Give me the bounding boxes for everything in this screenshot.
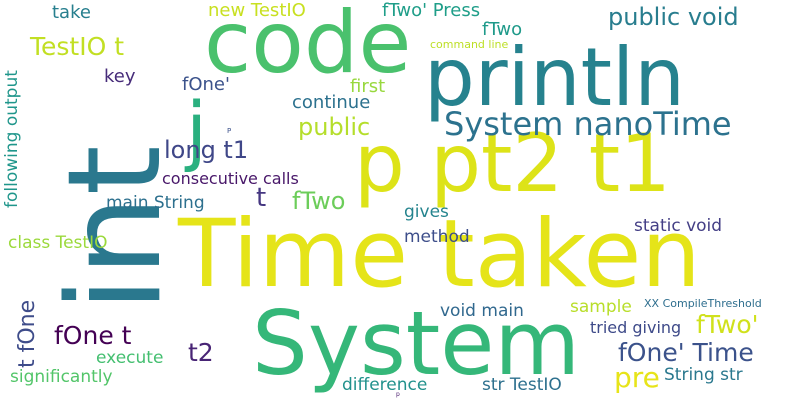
word-fone-time: fOne' Time: [618, 338, 754, 367]
word-ftwo-quote: fTwo': [696, 310, 759, 339]
word-fone-t: fOne t: [54, 321, 132, 350]
word-tried-giving: tried giving: [590, 318, 682, 337]
word-long-t1: long t1: [164, 136, 249, 164]
word-execute: execute: [96, 348, 164, 368]
word-following-output: following output: [2, 70, 22, 208]
word-public-void: public void: [608, 3, 739, 31]
word-void-main: void main: [440, 301, 524, 321]
word-system-nanotime: System nanoTime: [444, 105, 732, 143]
word-p-pt2-t1: p pt2 t1: [354, 117, 671, 210]
word-t-mid: t: [256, 183, 267, 213]
word-string-str: String str: [664, 365, 743, 385]
word-ftwo-mid: fTwo: [292, 187, 346, 215]
word-t2: t2: [188, 338, 214, 367]
word-t-fone: t fOne: [15, 299, 40, 368]
word-method: method: [404, 227, 470, 247]
word-take: take: [52, 2, 91, 23]
word-p-tiny-1: P: [227, 127, 232, 135]
word-p-tiny-2: p: [396, 391, 400, 398]
word-code: code: [204, 0, 412, 93]
word-j: j: [186, 85, 208, 174]
word-public: public: [298, 113, 371, 141]
word-str-testio: str TestIO: [482, 375, 562, 395]
word-ftwo-top: fTwo: [482, 19, 523, 40]
word-pre: pre: [614, 361, 660, 394]
word-sample: sample: [570, 297, 632, 317]
word-fone-quote: fOne': [182, 74, 230, 95]
word-continue: continue: [292, 92, 371, 113]
word-println: println: [424, 31, 685, 124]
word-significantly: significantly: [10, 367, 113, 387]
word-main-string: main String: [106, 193, 205, 213]
word-new-testio: new TestIO: [208, 0, 306, 21]
word-time-taken: Time taken: [178, 200, 701, 309]
word-difference: difference: [342, 375, 428, 395]
word-ftwo-press: fTwo' Press: [382, 0, 481, 21]
word-first: first: [350, 76, 386, 97]
word-gives: gives: [404, 202, 449, 222]
word-int: int: [41, 145, 190, 312]
word-command-line: command line: [430, 38, 509, 51]
word-static-void: static void: [634, 216, 723, 236]
word-system-large: System: [252, 292, 581, 395]
word-consecutive-calls: consecutive calls: [162, 169, 299, 188]
word-class-testio: class TestIO: [8, 233, 108, 253]
word-testio-t: TestIO t: [30, 32, 125, 61]
word-key: key: [104, 66, 136, 87]
word-xx-compilethreshold: XX CompileThreshold: [644, 297, 762, 310]
